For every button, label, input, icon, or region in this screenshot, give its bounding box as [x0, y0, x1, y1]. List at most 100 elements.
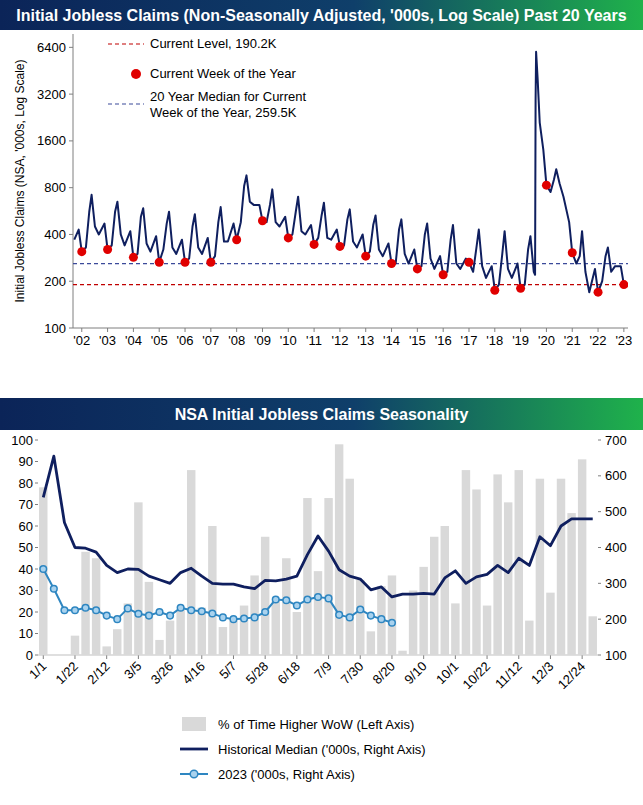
- data-point: [368, 612, 375, 619]
- x-tick-label: 10/1: [433, 659, 462, 688]
- x-tick-label: 1/1: [26, 659, 49, 682]
- data-point: [389, 619, 396, 626]
- x-tick: [233, 655, 234, 659]
- data-point: [594, 288, 603, 297]
- data-line: [74, 52, 624, 292]
- x-tick: [74, 655, 75, 659]
- bar: [324, 498, 332, 655]
- legend-label: Current Week of the Year: [150, 66, 296, 81]
- y-tick: [35, 547, 38, 548]
- data-point: [220, 614, 227, 621]
- y-tick-label: 40: [19, 562, 33, 577]
- data-line: [43, 456, 592, 597]
- y-tick: [35, 612, 38, 613]
- bar: [536, 479, 544, 655]
- y-tick: [35, 526, 38, 527]
- y-tick: [69, 47, 73, 48]
- x-tick: [339, 328, 340, 332]
- x-tick: [417, 328, 418, 332]
- x-tick-label: 5/7: [216, 659, 239, 682]
- y-tick-label: 60: [19, 519, 33, 534]
- bar: [451, 603, 459, 655]
- data-point: [146, 612, 153, 619]
- data-point: [335, 242, 344, 251]
- data-point: [135, 610, 142, 617]
- y-tick-label: 1600: [37, 133, 66, 148]
- bar: [367, 631, 375, 655]
- y-tick-label: 80: [19, 476, 33, 491]
- bar: [71, 636, 79, 655]
- x-tick: [185, 328, 186, 332]
- data-point: [103, 245, 112, 254]
- x-tick: [365, 328, 366, 332]
- legend-label: % of Time Higher WoW (Left Axis): [218, 717, 414, 732]
- data-point: [198, 608, 205, 615]
- y2-tick: [598, 440, 601, 441]
- data-point: [230, 616, 237, 623]
- bar: [345, 479, 353, 655]
- y-tick: [69, 94, 73, 95]
- x-tick: [328, 655, 329, 659]
- x-tick-label: '09: [254, 333, 271, 348]
- x-tick-label: 4/16: [179, 659, 208, 688]
- y2-tick-label: 700: [605, 433, 627, 448]
- x-tick-label: 12/24: [555, 659, 589, 693]
- x-tick: [43, 655, 44, 659]
- x-tick: [265, 655, 266, 659]
- x-tick-label: '13: [357, 333, 374, 348]
- y-tick-label: 6400: [37, 40, 66, 55]
- bar: [472, 489, 480, 655]
- data-point: [77, 247, 86, 256]
- x-tick: [391, 328, 392, 332]
- x-tick-label: '16: [435, 333, 452, 348]
- bar: [92, 558, 100, 655]
- x-tick: [81, 328, 82, 332]
- data-point: [40, 566, 47, 573]
- x-tick-label: '19: [512, 333, 529, 348]
- x-tick: [423, 655, 424, 659]
- data-point: [272, 596, 279, 603]
- data-point: [304, 596, 311, 603]
- y-tick-label: 3200: [37, 87, 66, 102]
- chart-canvas: Initial Jobless Claims (Non-Seasonally A…: [0, 0, 643, 805]
- plot-area: [73, 52, 628, 297]
- data-point: [177, 604, 184, 611]
- bar: [419, 567, 427, 655]
- bar: [145, 582, 153, 655]
- x-tick-label: '06: [177, 333, 194, 348]
- bar: [229, 621, 237, 655]
- y2-tick: [598, 583, 601, 584]
- x-axis-line: [73, 328, 628, 329]
- data-point: [325, 595, 332, 602]
- x-tick-label: 1/22: [53, 659, 82, 688]
- legend-swatch: [180, 748, 208, 751]
- x-tick: [455, 655, 456, 659]
- data-line: [43, 569, 392, 623]
- y2-tick-label: 400: [605, 540, 627, 555]
- data-point: [262, 609, 269, 616]
- data-point: [72, 607, 79, 614]
- annotation: 20 Year Median for Current: [150, 89, 306, 104]
- y-tick-label: 100: [44, 321, 66, 336]
- data-point: [357, 606, 364, 613]
- x-tick-label: 11/12: [492, 659, 525, 692]
- x-tick-label: '14: [383, 333, 400, 348]
- x-tick: [236, 328, 237, 332]
- data-point: [61, 607, 68, 614]
- y-tick: [69, 234, 73, 235]
- data-point: [336, 612, 343, 619]
- y-tick-label: 30: [19, 583, 33, 598]
- x-tick-label: '21: [564, 333, 581, 348]
- data-point: [346, 614, 353, 621]
- x-tick: [296, 655, 297, 659]
- x-tick: [133, 328, 134, 332]
- bar: [335, 444, 343, 655]
- data-point: [361, 252, 370, 261]
- data-point: [413, 264, 422, 273]
- x-tick-label: '11: [306, 333, 322, 348]
- bar: [504, 502, 512, 655]
- x-tick-label: '18: [486, 333, 503, 348]
- data-point: [294, 602, 301, 609]
- x-tick: [360, 655, 361, 659]
- data-point: [568, 248, 577, 257]
